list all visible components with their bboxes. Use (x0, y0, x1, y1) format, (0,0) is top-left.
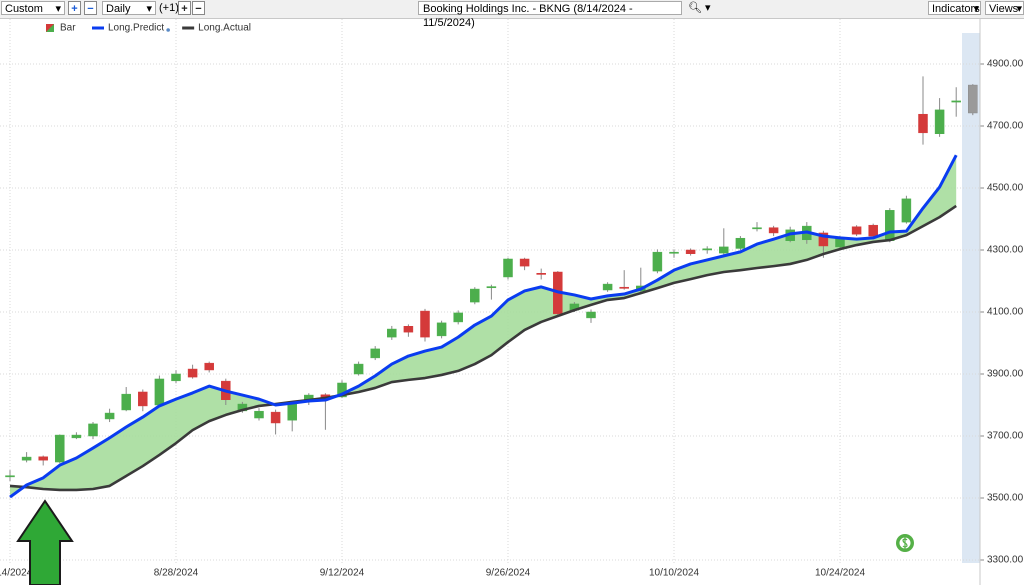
dollar-icon-mark (902, 537, 908, 549)
candle-body (5, 475, 15, 478)
indicators: Indicators (932, 3, 980, 15)
candle-body (934, 109, 945, 134)
arrow-icon (16, 499, 74, 585)
candle-body (55, 434, 65, 463)
y-tick-label: 3700.00 (987, 431, 1024, 442)
candle-body (171, 373, 181, 382)
candle-body (470, 288, 480, 303)
candle-body (885, 210, 895, 241)
candle-body (602, 283, 613, 291)
y-tick-label: 4700.00 (987, 121, 1024, 132)
series-line (9, 154, 958, 499)
offset-up[interactable]: + (178, 1, 191, 15)
candle-body (104, 412, 115, 420)
interval: Daily (106, 3, 131, 15)
candle-body (436, 322, 447, 337)
candle-body (735, 237, 746, 249)
candle-body (868, 224, 878, 237)
series-line (9, 204, 957, 492)
candle-body (88, 423, 98, 437)
y-tick-label: 4300.00 (987, 245, 1024, 256)
offset-down[interactable]: − (192, 1, 205, 15)
candle-body (519, 258, 530, 267)
candle-body (154, 378, 165, 406)
candle-body (851, 226, 862, 235)
offset: (+1) (159, 2, 179, 14)
candle-body (138, 391, 148, 407)
x-tick-label: 10/24/2024 (815, 568, 865, 579)
candle-body (337, 382, 347, 398)
y-tick-label: 3500.00 (987, 493, 1024, 504)
y-tick-label: 4900.00 (987, 59, 1024, 70)
chart-title: Booking Holdings Inc. - BKNG (8/14/2024 … (418, 1, 682, 29)
legend-bar-down (46, 24, 54, 32)
candle-body (503, 258, 513, 278)
legend-dot (166, 28, 170, 32)
spread-fill (10, 155, 957, 498)
y-tick-label: 4100.00 (987, 307, 1024, 318)
candle-body (453, 312, 463, 323)
candle-body (21, 456, 32, 461)
candle-body (752, 227, 762, 230)
candle-body (254, 410, 264, 419)
zoom-out[interactable]: − (84, 1, 97, 15)
search-icon[interactable]: 🔍︎ ▾ (688, 2, 711, 14)
x-tick-label: 8/14/2024 (0, 568, 33, 579)
candle-body (685, 249, 696, 254)
x-tick-label: 8/28/2024 (154, 568, 199, 579)
candle-body (403, 326, 414, 333)
candle-body (951, 100, 961, 103)
candle-body (370, 348, 380, 359)
indicators-button[interactable]: Indicators ▾ (928, 1, 981, 15)
candle-body (918, 113, 928, 134)
candle-body (768, 227, 779, 234)
candle-body (818, 232, 829, 247)
candle-body (420, 310, 430, 338)
legend-label: Long.Predict (108, 23, 164, 34)
legend-label: Long.Actual (198, 23, 251, 34)
y-tick-label: 4500.00 (987, 183, 1024, 194)
current-bar-highlight (962, 33, 980, 563)
candle-body (387, 328, 397, 338)
candle-body (353, 363, 364, 375)
views: Views (989, 3, 1019, 15)
y-tick-label: 3300.00 (987, 555, 1024, 566)
period: Custom (5, 3, 43, 15)
candle-body (719, 246, 729, 254)
candle-body (652, 251, 663, 272)
candle-body (486, 286, 497, 289)
candle-body (968, 84, 978, 114)
candle-body (901, 198, 912, 223)
candle-body (536, 273, 546, 275)
x-tick-label: 9/12/2024 (320, 568, 365, 579)
toolbar: Custom ▾ + − Daily ▾ (+1) + − Booking Hold… (0, 0, 1024, 29)
interval-select[interactable]: Daily ▾ (102, 1, 156, 15)
chart: 3300.00 3500.00 3700.00 3900.00 4100.00 4300.… (0, 19, 1024, 585)
zoom-in[interactable]: + (68, 1, 81, 15)
x-tick-label: 10/10/2024 (649, 568, 699, 579)
x-tick-label: 9/26/2024 (486, 568, 531, 579)
candle-body (586, 311, 596, 319)
candle-body (71, 434, 82, 439)
legend-label: Bar (60, 23, 76, 34)
period-select[interactable]: Custom ▾ (1, 1, 65, 15)
candle-body (702, 248, 712, 251)
candle-body (38, 456, 48, 461)
candle-body (287, 403, 297, 421)
candle-body (619, 286, 629, 289)
candle-body (669, 251, 679, 254)
y-tick-label: 3900.00 (987, 369, 1024, 380)
candle-body (204, 362, 214, 371)
candle-body (121, 393, 131, 411)
candle-body (187, 368, 198, 378)
views-button[interactable]: Views ▾ (985, 1, 1024, 15)
candle-body (270, 411, 281, 424)
